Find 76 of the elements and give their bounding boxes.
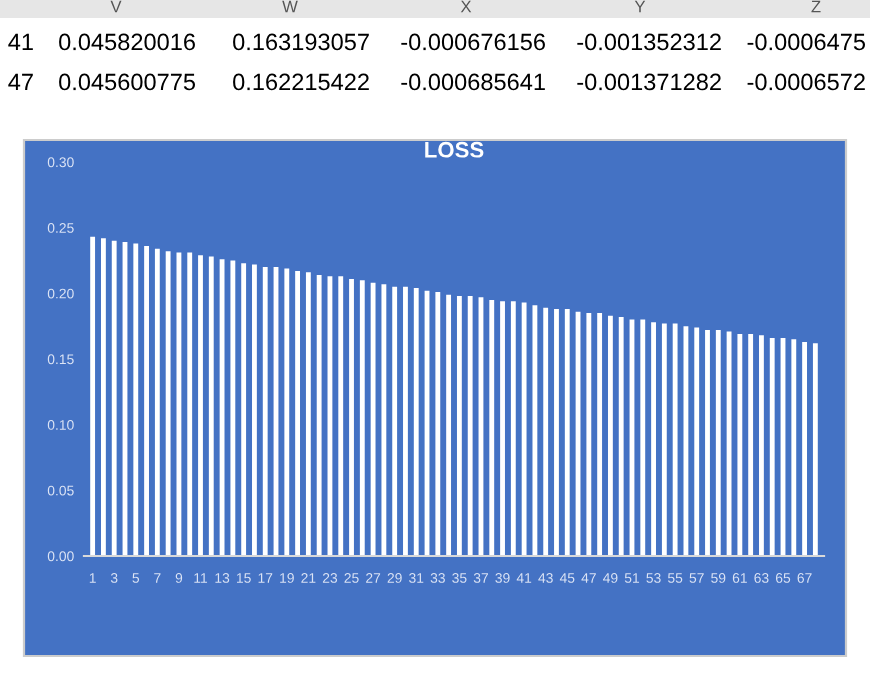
bar	[252, 264, 257, 556]
bar	[769, 337, 775, 556]
bar	[564, 309, 570, 556]
bar	[715, 330, 721, 556]
bar	[284, 268, 290, 556]
bar	[198, 255, 203, 556]
bar	[759, 335, 764, 556]
bar	[532, 305, 538, 556]
text: 0.162215422	[233, 73, 369, 91]
text: Y	[634, 0, 646, 13]
bar	[219, 259, 225, 556]
bar	[370, 282, 376, 556]
bar	[672, 323, 678, 556]
bar	[661, 323, 667, 556]
bar	[359, 280, 365, 556]
text: X	[460, 0, 472, 13]
bar	[812, 343, 818, 556]
bar	[521, 302, 527, 556]
text: -0.001352312	[577, 33, 721, 51]
bar	[349, 278, 354, 556]
bar	[554, 309, 559, 556]
bar	[651, 322, 656, 556]
bar	[705, 330, 710, 556]
bar	[456, 295, 462, 556]
bar	[694, 327, 700, 556]
bar	[165, 251, 171, 556]
bar	[187, 252, 193, 556]
text: -0.0006572	[747, 73, 865, 91]
bar	[100, 238, 106, 556]
bar	[737, 334, 743, 556]
bar	[435, 292, 441, 556]
bar	[618, 316, 624, 556]
bar	[381, 284, 387, 556]
bar	[111, 240, 117, 556]
bar	[208, 256, 214, 556]
bar	[802, 341, 808, 556]
bar	[144, 246, 149, 556]
bar	[338, 276, 344, 556]
text: W	[282, 0, 298, 13]
bar	[640, 319, 646, 556]
bar	[413, 288, 419, 556]
bar	[295, 271, 301, 556]
bar	[489, 299, 495, 556]
bar	[791, 339, 797, 556]
bar	[403, 286, 408, 556]
text: -0.000685641	[401, 73, 545, 91]
text: 47	[8, 73, 33, 91]
bar	[133, 243, 139, 556]
text: -0.000676156	[401, 33, 545, 51]
bar	[446, 294, 452, 556]
bar	[510, 301, 516, 556]
bar	[90, 236, 96, 556]
bar	[586, 313, 592, 556]
text: 0.163193057	[233, 33, 369, 51]
bar	[597, 313, 603, 556]
text: 0.045600775	[59, 73, 196, 91]
bar	[467, 295, 473, 556]
text: 0.045820016	[59, 33, 195, 51]
bar	[500, 301, 505, 556]
chart-title: LOSS	[425, 141, 484, 158]
bar	[305, 272, 311, 556]
bar	[683, 326, 689, 556]
text: -0.0006475	[747, 33, 866, 51]
text: V	[110, 0, 122, 13]
bar	[241, 263, 247, 556]
text: 41	[8, 33, 33, 51]
bar	[543, 307, 549, 556]
bar	[316, 274, 322, 556]
bar	[607, 315, 613, 556]
bar	[748, 334, 754, 556]
bar	[230, 260, 236, 556]
text: Z	[811, 0, 821, 13]
bar	[392, 286, 398, 556]
bar	[154, 248, 160, 556]
text: -0.001371282	[577, 73, 721, 91]
bar	[262, 267, 268, 556]
